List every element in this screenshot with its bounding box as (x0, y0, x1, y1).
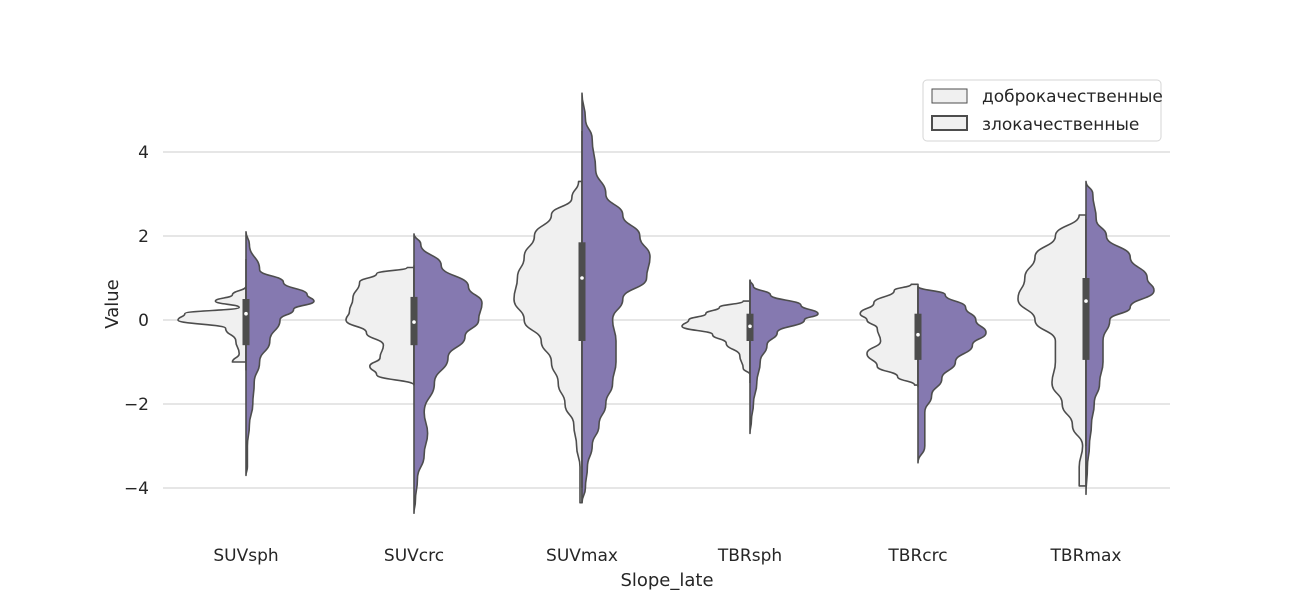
iqr-box (914, 313, 922, 360)
x-tick-label: TBRmax (1050, 546, 1122, 566)
legend-frame (922, 79, 1162, 142)
y-tick-label: −4 (124, 479, 149, 499)
violin-half-malignant (581, 92, 651, 504)
violin-half-benign (345, 266, 415, 386)
violin-tbrcrc (859, 283, 987, 464)
y-tick-label: 0 (138, 311, 149, 331)
violin-suvcrc (345, 233, 483, 514)
median-point (580, 276, 584, 280)
legend-swatch-benign (931, 88, 968, 104)
y-tick-label: 4 (138, 143, 149, 163)
median-point (916, 332, 920, 337)
grid-lines (163, 151, 1170, 489)
legend-label-malignant: злокачественные (982, 115, 1139, 135)
legend: доброкачественные злокачественные (922, 79, 1163, 142)
legend-label-benign: доброкачественные (982, 87, 1163, 107)
x-tick-label: SUVmax (546, 546, 618, 566)
legend-swatch-malignant (931, 115, 968, 131)
violin-half-benign (859, 283, 919, 386)
x-tick-label: SUVcrc (384, 546, 444, 566)
y-tick-labels: −4 −2 0 2 4 (124, 143, 149, 499)
violin-tbrsph (681, 279, 819, 435)
y-tick-label: −2 (124, 395, 149, 415)
x-tick-label: SUVsph (213, 546, 278, 566)
violins (177, 92, 1155, 514)
violin-half-benign (177, 285, 247, 363)
violin-half-malignant (413, 233, 483, 514)
x-tick-labels: SUVsph SUVcrc SUVmax TBRsph TBRcrc TBRmax (213, 546, 1121, 566)
iqr-box (1082, 278, 1090, 360)
violin-half-benign (1017, 214, 1087, 487)
violin-half-benign (513, 180, 583, 504)
violin-suvmax (513, 92, 651, 504)
violin-half-malignant (749, 279, 819, 435)
iqr-box (242, 299, 250, 346)
x-axis-title: Slope_late (620, 570, 713, 591)
median-point (244, 311, 248, 316)
violin-half-malignant (917, 285, 987, 464)
x-tick-label: TBRsph (717, 546, 782, 566)
median-point (1084, 299, 1088, 303)
y-tick-label: 2 (138, 227, 149, 247)
iqr-box (578, 242, 586, 341)
violin-half-malignant (245, 231, 315, 477)
violin-tbrmax (1017, 180, 1155, 496)
violin-half-malignant (1085, 180, 1155, 496)
median-point (412, 320, 416, 324)
violin-half-benign (681, 300, 751, 376)
median-point (748, 324, 752, 329)
x-tick-label: TBRcrc (887, 546, 947, 566)
violin-suvsph (177, 231, 315, 477)
y-axis-title: Value (102, 279, 123, 328)
